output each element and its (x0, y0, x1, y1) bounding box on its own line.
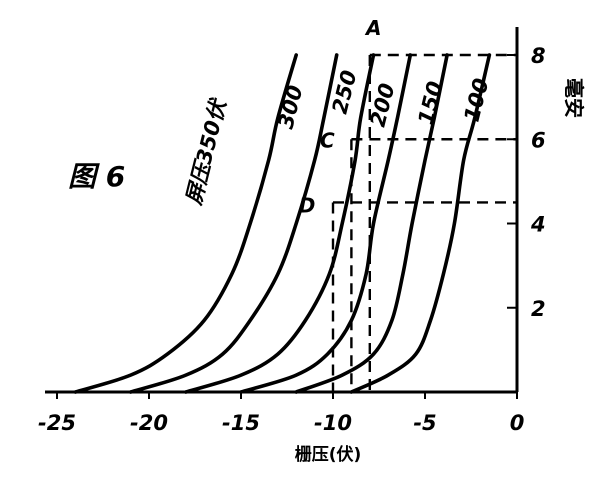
curve-100 (349, 53, 492, 394)
curve-label-200: 200 (366, 81, 400, 129)
x-tick-label: -15 (222, 411, 260, 435)
curve-250 (184, 53, 376, 394)
ticks: -25 -20 -15 -10 -5 0 2 4 6 8 (38, 44, 546, 435)
curve-350 (73, 53, 298, 394)
curve-label-100: 100 (460, 76, 494, 124)
x-tick-label: 0 (510, 411, 525, 435)
curve-300 (128, 53, 339, 394)
x-axis-title: 栅压(伏) (295, 444, 362, 465)
x-tick-label: -10 (314, 411, 352, 435)
figure-label: 图 6 (68, 160, 125, 193)
curve-label-150: 150 (414, 79, 448, 127)
x-tick-label: -25 (38, 411, 76, 435)
curves (73, 53, 492, 394)
point-label-C: C (320, 128, 335, 152)
x-tick-label: -5 (413, 411, 436, 435)
axes (45, 27, 519, 394)
y-tick-label: 8 (531, 44, 546, 68)
curve-label-300: 300 (274, 83, 308, 131)
y-axis-title: 毫安 (562, 78, 586, 118)
curve-label-350: 屏压350伏 (181, 95, 231, 208)
point-label-D: D (299, 193, 316, 217)
x-tick-label: -20 (130, 411, 168, 435)
y-tick-label: 6 (531, 128, 546, 152)
point-label-A: A (364, 16, 381, 40)
curve-200 (239, 53, 413, 394)
y-tick-label: 4 (530, 213, 546, 237)
curve-150 (294, 53, 449, 394)
y-tick-label: 2 (531, 297, 546, 321)
